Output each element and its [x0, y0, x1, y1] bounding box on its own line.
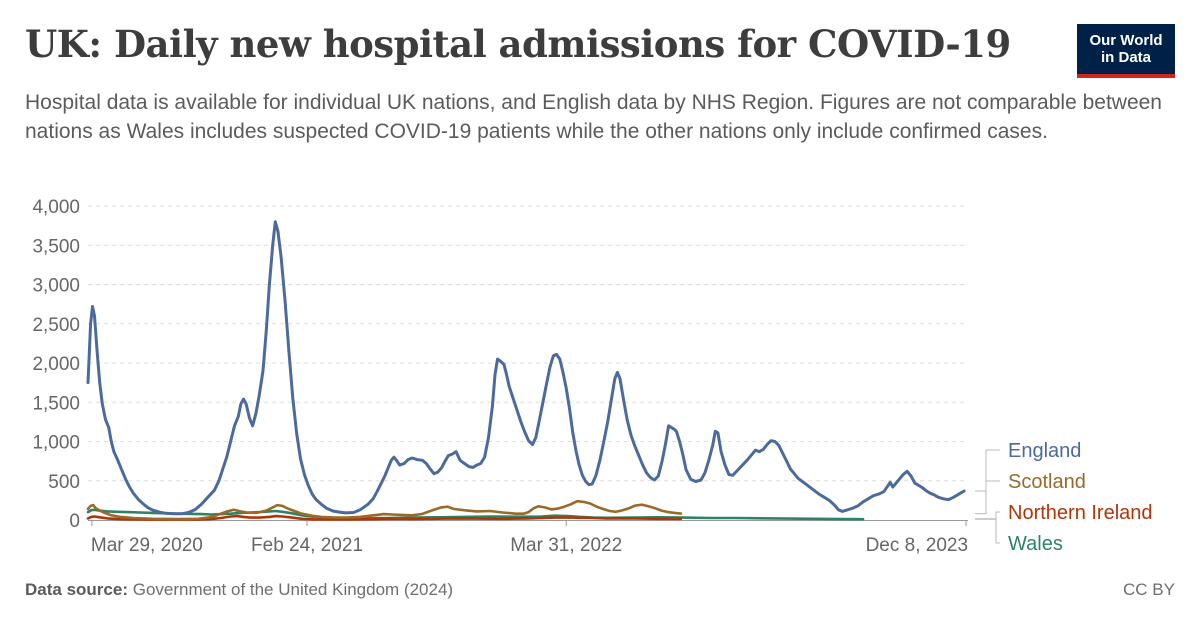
- data-source-text[interactable]: Government of the United Kingdom (2024): [132, 580, 454, 599]
- y-axis-ticks: 0 500 1,000 1,500 2,000 2,500 3,000 3,500 4,000: [32, 197, 80, 532]
- y-tick-label: 1,000: [32, 433, 80, 454]
- chart-subtitle: Hospital data is available for individua…: [25, 91, 1162, 143]
- y-tick-label: 4,000: [32, 197, 80, 218]
- legend-label-wales: Wales: [1008, 533, 1063, 555]
- chart-title: UK: Daily new hospital admissions for CO…: [25, 22, 1011, 66]
- legend-label-england: England: [1008, 440, 1081, 462]
- y-tick-label: 2,500: [32, 315, 80, 336]
- data-source-label: Data source:: [25, 580, 128, 599]
- legend-label-northern-ireland: Northern Ireland: [1008, 502, 1153, 524]
- owid-logo[interactable]: Our World in Data: [1077, 24, 1175, 78]
- legend-connector-scotland: [975, 480, 1000, 515]
- y-tick-label: 2,000: [32, 354, 80, 375]
- footer: Data source: Government of the United Ki…: [25, 580, 1175, 600]
- y-tick-label: 3,000: [32, 276, 80, 297]
- grid-lines: [88, 205, 968, 482]
- x-axis: Mar 29, 2020 Feb 24, 2021 Mar 31, 2022 Dec …: [88, 520, 968, 556]
- series-lines: [86, 220, 966, 521]
- y-tick-label: 0: [69, 511, 80, 532]
- logo-line-2: in Data: [1100, 49, 1151, 66]
- license-link[interactable]: CC BY: [1123, 580, 1175, 599]
- y-tick-label: 500: [48, 472, 80, 493]
- x-tick-label: Mar 31, 2022: [510, 535, 622, 556]
- x-tick-label: Dec 8, 2023: [866, 535, 968, 556]
- legend: England Scotland Northern Ireland Wales: [975, 440, 1153, 555]
- legend-connector-england: [975, 449, 1000, 492]
- legend-label-scotland: Scotland: [1008, 471, 1086, 493]
- legend-connector-northern-ireland: [975, 511, 1000, 520]
- legend-connector-wales: [975, 518, 1000, 544]
- x-tick-label: Mar 29, 2020: [91, 535, 203, 556]
- y-tick-label: 1,500: [32, 393, 80, 414]
- series-line-england: [86, 220, 966, 516]
- data-source: Data source: Government of the United Ki…: [25, 580, 453, 600]
- series-line-scotland: [86, 499, 683, 521]
- logo-line-1: Our World: [1089, 32, 1163, 49]
- x-tick-label: Feb 24, 2021: [251, 535, 363, 556]
- y-tick-label: 3,500: [32, 236, 80, 257]
